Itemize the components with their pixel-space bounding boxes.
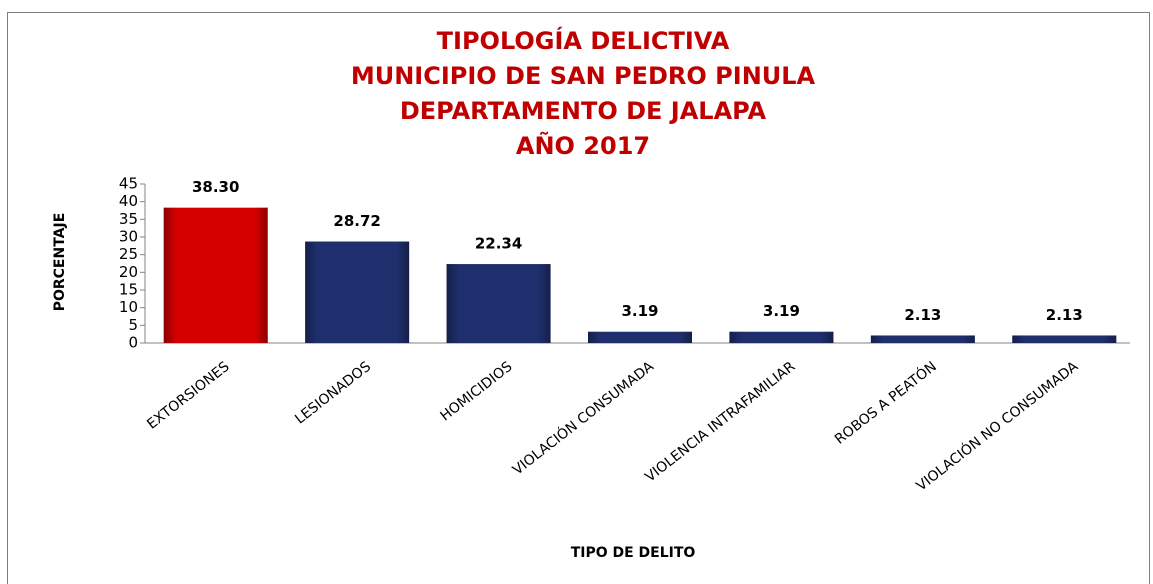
- bar-shade: [729, 331, 834, 343]
- y-tick-label: 10: [119, 298, 138, 316]
- bar-shade: [870, 335, 975, 343]
- chart-title: DEPARTAMENTO DE JALAPA: [400, 97, 767, 125]
- y-tick-label: 45: [119, 175, 138, 193]
- y-tick-label: 40: [119, 192, 138, 210]
- data-label: 22.34: [475, 235, 522, 253]
- y-tick-label: 20: [119, 263, 138, 281]
- data-label: 2.13: [904, 306, 941, 324]
- data-label: 3.19: [621, 302, 658, 320]
- data-label: 3.19: [763, 302, 800, 320]
- y-tick-label: 5: [128, 316, 138, 334]
- bar-shade: [446, 264, 551, 343]
- y-axis-title: PORCENTAJE: [52, 213, 68, 312]
- y-tick-label: 0: [128, 334, 138, 352]
- bar-shade: [163, 207, 268, 343]
- chart-title: MUNICIPIO DE SAN PEDRO PINULA: [351, 62, 816, 90]
- bar-shade: [305, 241, 410, 343]
- bar-shade: [588, 331, 692, 343]
- chart-title: TIPOLOGÍA DELICTIVA: [437, 26, 730, 55]
- y-tick-label: 25: [119, 245, 138, 263]
- data-label: 38.30: [192, 178, 239, 196]
- y-tick-label: 15: [119, 281, 138, 299]
- data-label: 28.72: [333, 212, 380, 230]
- chart-title: AÑO 2017: [516, 131, 650, 160]
- y-tick-label: 35: [119, 210, 138, 228]
- data-label: 2.13: [1046, 306, 1083, 324]
- x-axis-title: TIPO DE DELITO: [571, 545, 696, 561]
- bar-shade: [1012, 335, 1117, 343]
- y-tick-label: 30: [119, 228, 138, 246]
